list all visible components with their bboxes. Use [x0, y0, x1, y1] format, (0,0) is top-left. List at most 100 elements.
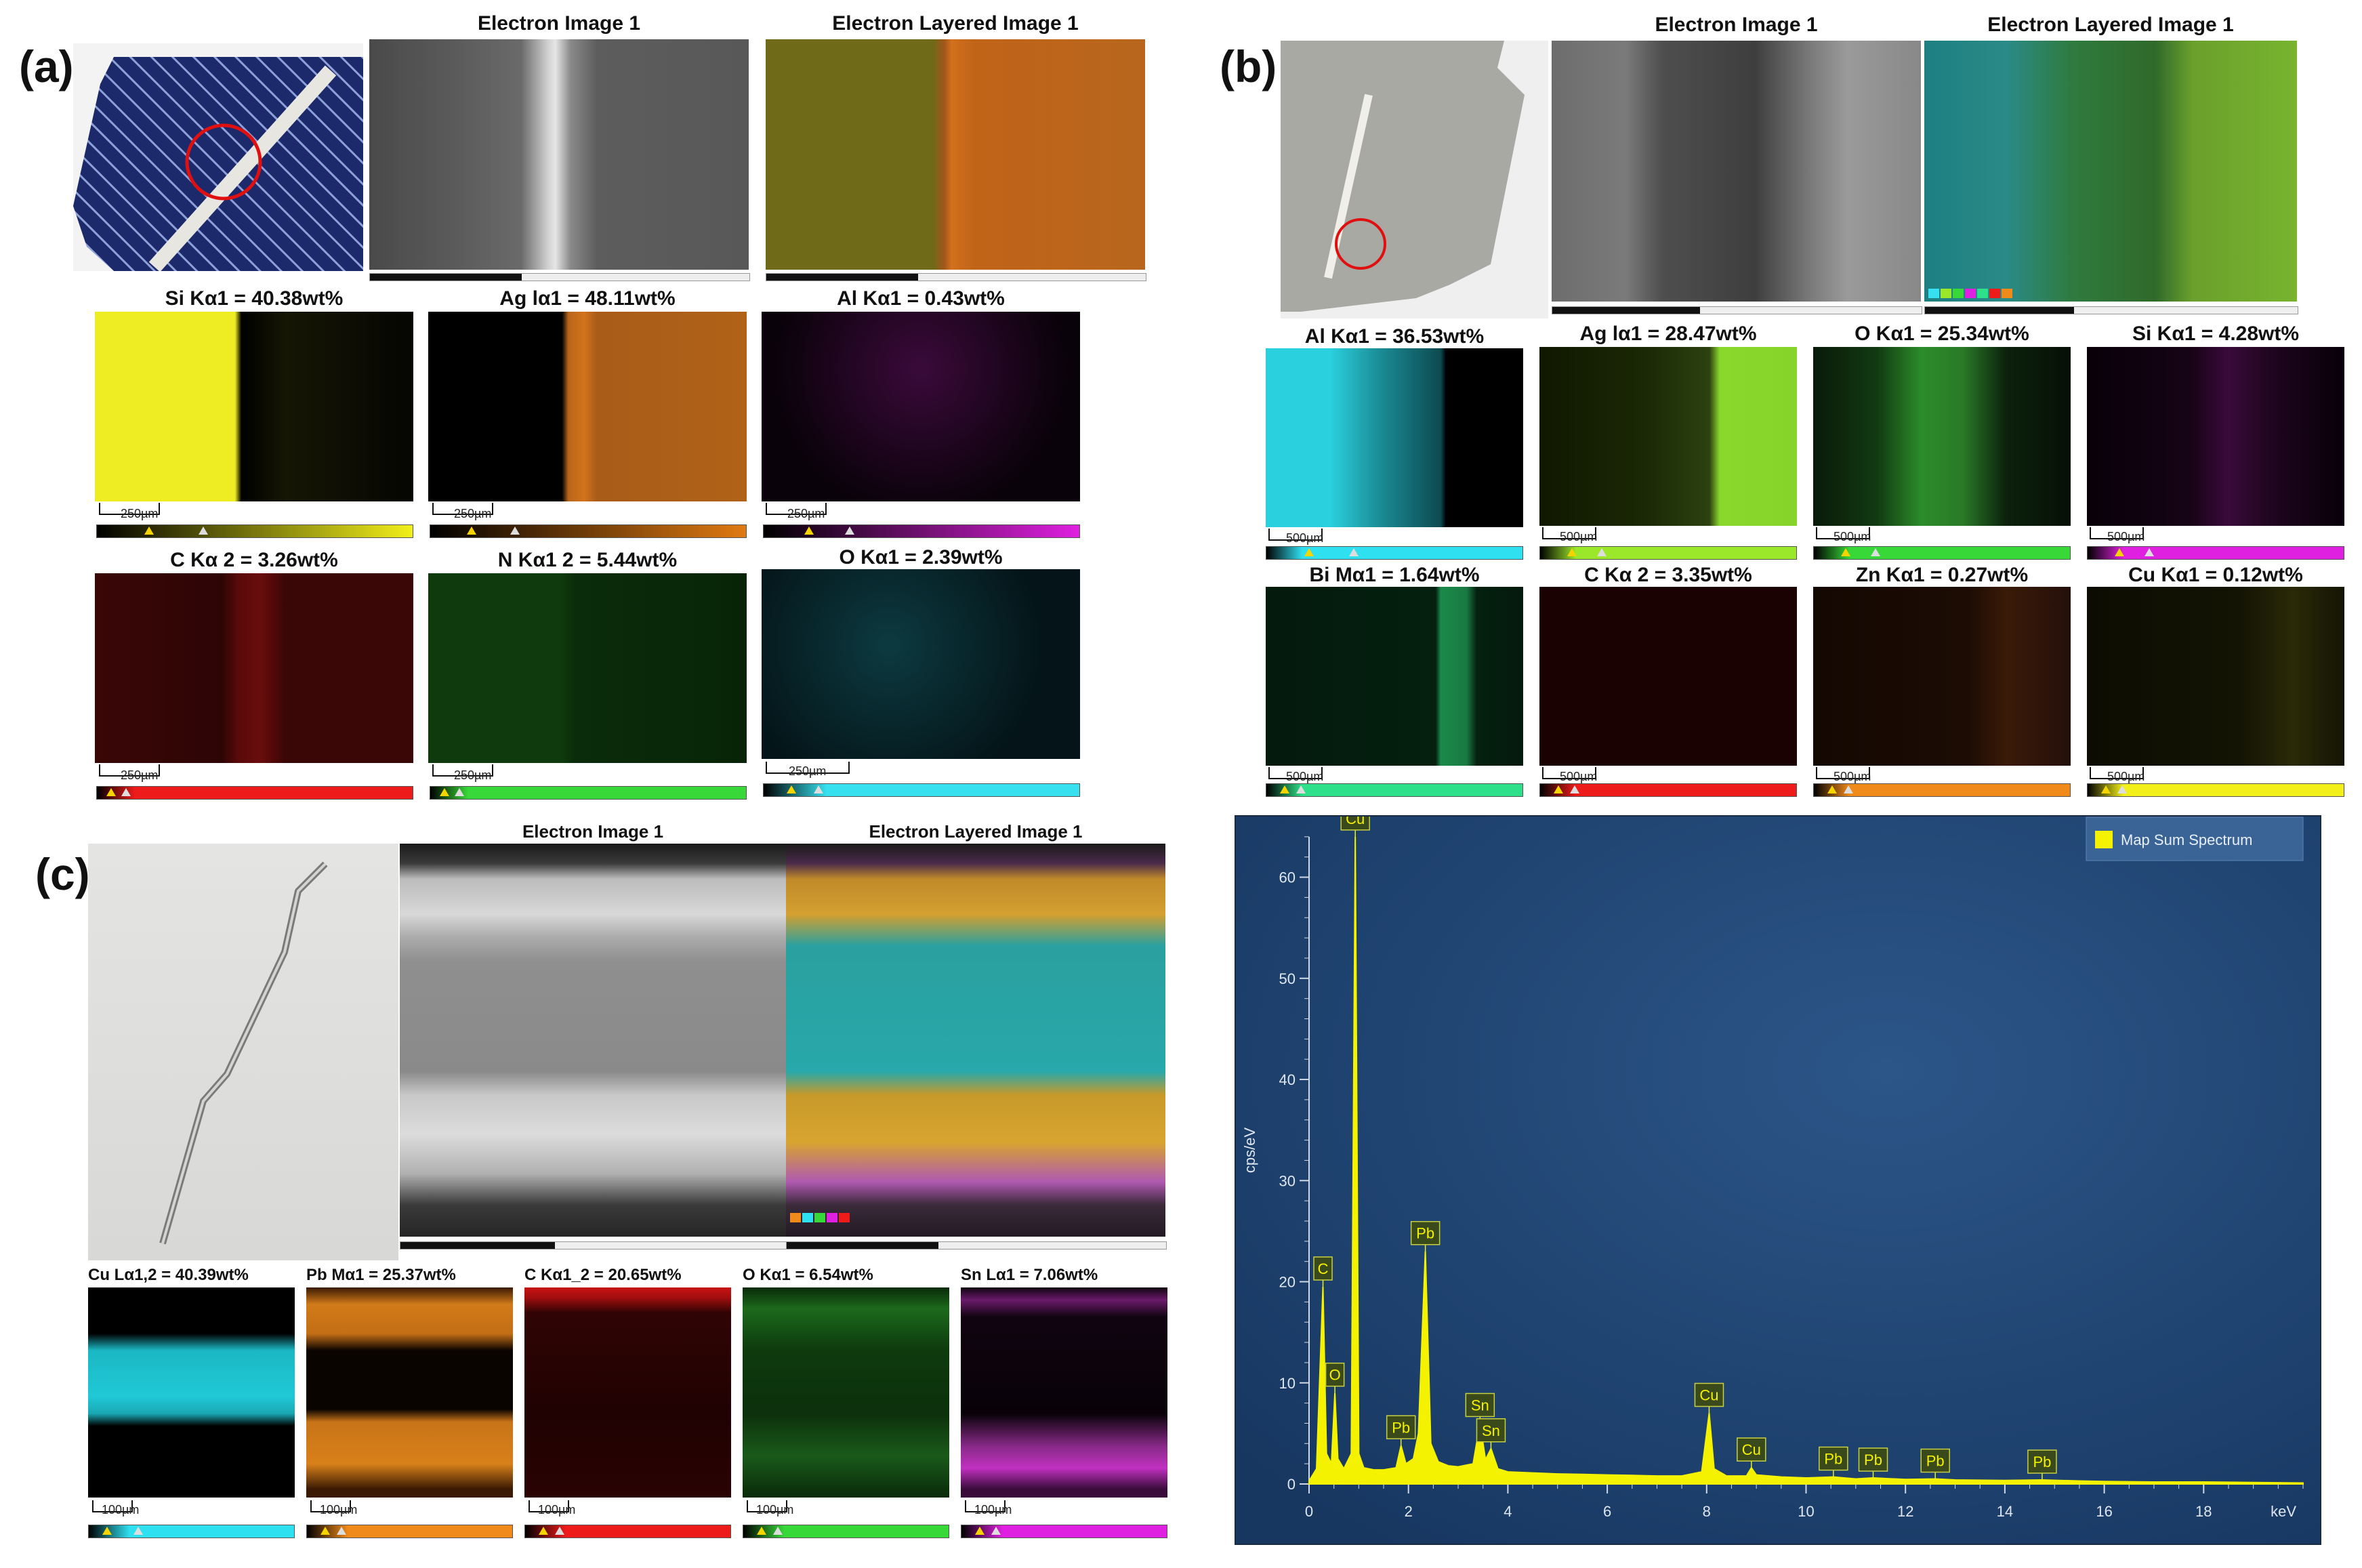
map-label: C Kα 2 = 3.35wt%	[1584, 564, 1752, 586]
scale-bar-label: 250µm	[454, 768, 492, 782]
peak-label: Sn	[1482, 1422, 1500, 1439]
map-label: Sn Lα1 = 7.06wt%	[961, 1266, 1098, 1284]
chart-background	[1236, 817, 2320, 1544]
map-label: Si Kα1 = 4.28wt%	[2132, 323, 2300, 345]
scale-bar	[92, 1500, 133, 1512]
element-map-c	[1539, 587, 1797, 766]
map-label: O Kα1 = 2.39wt%	[839, 546, 1003, 569]
peak-label-box	[1920, 1448, 1950, 1473]
color-scale	[763, 524, 1080, 538]
peak-label-box	[1465, 1392, 1495, 1418]
map-label: Bi Mα1 = 1.64wt%	[1309, 564, 1480, 586]
scale-bar-label: 250µm	[121, 507, 159, 520]
scale-bar-label: 500µm	[2107, 770, 2145, 783]
panel-b-layered-title: Electron Layered Image 1	[1987, 14, 2234, 36]
map-label: Cu Kα1 = 0.12wt%	[2128, 564, 2303, 586]
color-scale	[2087, 783, 2344, 797]
x-tick-label: 6	[1603, 1503, 1611, 1520]
color-scale	[430, 786, 747, 800]
y-tick-label: 40	[1279, 1071, 1296, 1088]
element-map-o	[743, 1287, 949, 1498]
color-scale	[743, 1525, 949, 1538]
element-map-cu	[88, 1287, 295, 1498]
panel-b-layered-scalebar	[1924, 306, 2298, 314]
scale-bar	[1268, 529, 1323, 541]
peak-label: Pb	[1824, 1451, 1842, 1468]
color-scale	[1813, 546, 2071, 560]
color-scale	[88, 1525, 295, 1538]
map-label: O Kα1 = 25.34wt%	[1855, 323, 2029, 345]
map-label: Cu Lα1,2 = 40.39wt%	[88, 1266, 249, 1284]
panel-b-element-chips	[1928, 289, 2012, 298]
peak-label-box	[1313, 1256, 1333, 1281]
panel-a-layered-image	[766, 39, 1145, 270]
panel-a-electron-scalebar	[369, 273, 750, 281]
scale-bar-label: 100µm	[320, 1503, 358, 1517]
scale-bar-label: 100µm	[974, 1503, 1012, 1517]
color-scale	[524, 1525, 731, 1538]
y-tick-label: 60	[1279, 869, 1296, 886]
spectrum-svg: 0 10 20 30 40 50 60 0 2 4 6 8 10 12 14 16 18 keV cps/eV C O…	[1236, 806, 2320, 1544]
color-scale	[96, 786, 413, 800]
element-map-pb	[306, 1287, 513, 1498]
scale-bar-label: 500µm	[1833, 530, 1871, 543]
panel-a-layered-title: Electron Layered Image 1	[832, 12, 1079, 35]
scale-bar-label: 500µm	[1560, 770, 1598, 783]
peak-label-box	[1694, 1382, 1724, 1407]
scale-bar-label: 100µm	[756, 1503, 794, 1517]
color-scale	[1266, 783, 1523, 797]
peak-label-box	[1410, 1220, 1441, 1245]
eds-spectrum-chart: 0 10 20 30 40 50 60 0 2 4 6 8 10 12 14 16 18 keV cps/eV C O…	[1235, 806, 2321, 1545]
scale-bar-label: 500µm	[1286, 770, 1324, 783]
map-label: Al Kα1 = 0.43wt%	[837, 287, 1005, 310]
peak-label: Pb	[2033, 1453, 2051, 1470]
panel-b-label: (b)	[1220, 41, 1277, 91]
panel-b-electron-scalebar	[1552, 306, 1922, 314]
scale-bar	[529, 1500, 569, 1512]
panel-b-electron-image	[1552, 41, 1921, 302]
scale-bar	[432, 764, 493, 777]
element-map-bi	[1266, 587, 1523, 766]
x-tick-label: 16	[2096, 1503, 2112, 1520]
scale-bar	[310, 1500, 351, 1512]
panel-c-electron-scalebar	[400, 1241, 787, 1250]
panel-c-photo	[88, 844, 398, 1260]
legend-swatch	[2095, 831, 2113, 848]
element-map-ag	[428, 312, 747, 501]
legend-label: Map Sum Spectrum	[2121, 831, 2252, 848]
scale-bar	[2090, 767, 2144, 779]
element-map-o	[1813, 347, 2071, 526]
x-axis-title: keV	[2271, 1503, 2296, 1520]
element-map-al	[762, 312, 1080, 501]
scale-bar	[965, 1500, 1006, 1512]
x-tick-label: 18	[2195, 1503, 2212, 1520]
scale-bar-label: 250µm	[789, 764, 827, 778]
scale-bar	[2090, 527, 2144, 539]
scale-bar	[747, 1500, 787, 1512]
x-tick-label: 2	[1405, 1503, 1413, 1520]
peak-label: Sn	[1471, 1397, 1489, 1414]
scale-bar	[99, 764, 160, 777]
peak-label-box	[2027, 1449, 2057, 1474]
scale-bar-label: 250µm	[121, 768, 159, 782]
element-map-cu	[2087, 587, 2344, 766]
scale-bar-label: 500µm	[2107, 530, 2145, 543]
panel-a-electron-title: Electron Image 1	[477, 12, 641, 35]
map-label: Zn Kα1 = 0.27wt%	[1855, 564, 2029, 586]
peak-label-box	[1386, 1415, 1416, 1440]
x-tick-label: 8	[1703, 1503, 1711, 1520]
scale-bar-label: 500µm	[1286, 531, 1324, 545]
map-label: Pb Mα1 = 25.37wt%	[306, 1266, 456, 1284]
scale-bar-label: 100µm	[102, 1503, 140, 1517]
element-map-n	[428, 573, 747, 763]
panel-a-photo	[73, 43, 363, 271]
element-map-al	[1266, 348, 1523, 527]
scale-bar	[1542, 527, 1596, 539]
color-scale	[1813, 783, 2071, 797]
scale-bar-label: 100µm	[538, 1503, 576, 1517]
scale-bar	[1268, 767, 1323, 779]
element-map-c	[95, 573, 413, 763]
y-tick-label: 0	[1287, 1476, 1296, 1493]
scale-bar	[766, 762, 850, 774]
y-tick-label: 30	[1279, 1172, 1296, 1189]
